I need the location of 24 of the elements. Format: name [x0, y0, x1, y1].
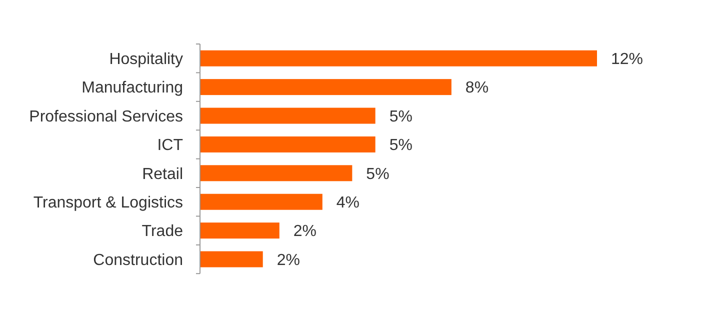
y-tick-label: Retail	[142, 166, 183, 183]
y-tick-label: Manufacturing	[82, 80, 183, 97]
y-tick-label: Construction	[93, 252, 183, 269]
data-label: 8%	[465, 80, 489, 97]
y-tick-label: Hospitality	[109, 50, 183, 68]
bar	[200, 194, 322, 210]
data-label: 2%	[276, 252, 300, 269]
bar	[200, 222, 280, 239]
data-label: 5%	[389, 108, 412, 126]
data-label: 2%	[293, 223, 317, 240]
y-tick-label: Professional Services	[29, 108, 183, 126]
bar	[200, 50, 597, 66]
bar	[200, 79, 452, 96]
data-label: 4%	[336, 194, 360, 212]
y-tick-label: Transport & Logistics	[33, 194, 183, 212]
y-tick-label: ICT	[157, 137, 184, 154]
bar	[200, 136, 376, 152]
data-label: 5%	[389, 137, 412, 154]
data-label: 12%	[611, 50, 644, 68]
bar	[200, 165, 352, 182]
bar	[200, 108, 376, 124]
bar	[200, 251, 263, 268]
y-tick-label: Trade	[142, 223, 184, 240]
data-label: 5%	[366, 166, 390, 183]
